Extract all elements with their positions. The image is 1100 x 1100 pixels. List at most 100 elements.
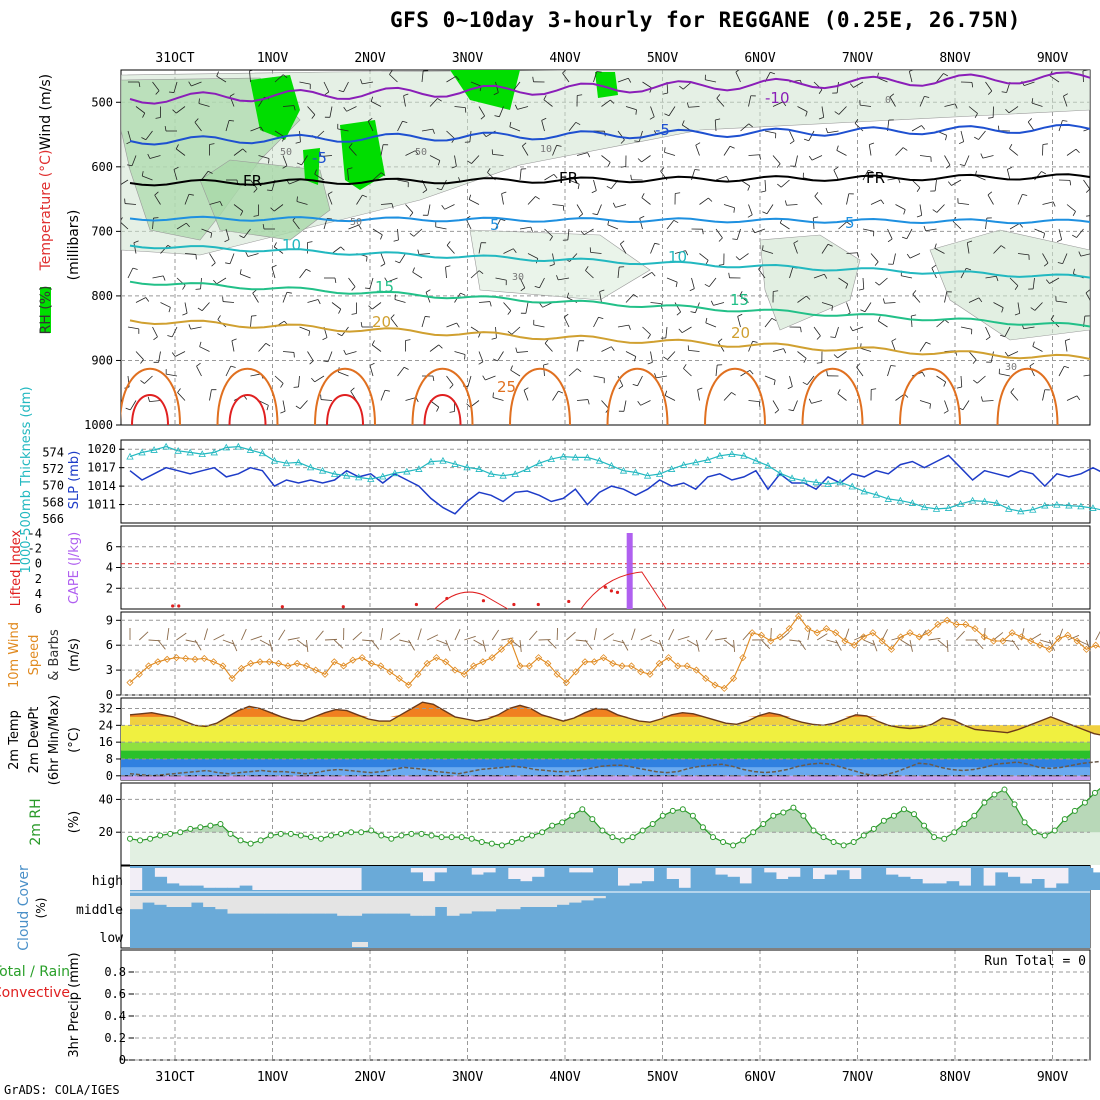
wind-speed-point: [302, 662, 310, 670]
thickness-point: [595, 456, 604, 464]
wind-barb: [739, 295, 749, 303]
thickness-tick-label: 570: [42, 479, 64, 493]
wind-barb-flag: [282, 165, 288, 169]
wind-barb-flag: [384, 389, 390, 392]
wind-barb: [1009, 277, 1019, 286]
wind-barb: [911, 179, 921, 188]
wind-speed-point: [154, 658, 162, 666]
wind-barb-flag: [649, 116, 655, 120]
wind-barb-flag: [875, 281, 880, 286]
wind-barb-flag: [455, 76, 460, 81]
wind-barb: [397, 366, 405, 377]
thickness-point: [1029, 505, 1037, 513]
wind-barb: [337, 128, 349, 132]
cloud-high-bar: [775, 879, 789, 890]
wind-speed-point: [1027, 637, 1035, 645]
wind-barb-flag: [270, 207, 275, 212]
cloud-high-bar: [715, 874, 728, 890]
wind-speed-point: [841, 637, 849, 645]
wind-barb: [225, 228, 230, 240]
wind-barb: [421, 71, 424, 83]
wind-speed-point: [1064, 631, 1072, 639]
rh-point: [348, 829, 355, 836]
wind-barb: [641, 155, 651, 163]
wind-barb: [982, 400, 994, 402]
cloud-mid-bar: [410, 896, 423, 916]
wind-barb-flag: [783, 348, 787, 354]
cloud-mid-bar: [300, 896, 314, 914]
li-point: [609, 589, 614, 593]
wind-barb: [1008, 106, 1019, 114]
wind-barb: [1064, 340, 1068, 352]
rh-point: [287, 830, 294, 837]
wind-barb-flag: [510, 365, 513, 371]
wind-barb: [135, 297, 146, 303]
wind-speed-point: [247, 659, 255, 668]
rh-point: [398, 832, 405, 839]
wind-barb: [149, 400, 161, 403]
thickness-point: [884, 495, 893, 502]
wind-barb: [138, 631, 149, 641]
isotherm-25-loop: [411, 367, 474, 425]
wind-barb: [794, 155, 798, 167]
cloud-mid-bar: [142, 896, 155, 903]
date-axes: 31OCT31OCT1NOV1NOV2NOV2NOV3NOV3NOV4NOV4N…: [155, 51, 1068, 1085]
wind-barb: [176, 222, 187, 230]
wind-barb-flag: [509, 121, 512, 127]
wind-barb-flag: [1072, 234, 1077, 238]
wind-barb-flag: [211, 262, 216, 267]
thickness-point: [607, 461, 616, 469]
wind-barb-flag: [916, 187, 921, 193]
wind-barb: [982, 155, 994, 159]
thickness-point: [956, 500, 965, 507]
grads-credit: GrADS: COLA/IGES: [4, 1083, 120, 1097]
wind-barb: [772, 155, 781, 165]
wind-barb-flag: [577, 94, 583, 96]
cloud-high-bar: [495, 868, 509, 890]
wind-barb: [1058, 228, 1063, 240]
wind-barb-flag: [747, 214, 753, 218]
wind-barb-flag: [368, 305, 373, 310]
thickness-point: [463, 463, 471, 471]
wind-barb: [196, 366, 202, 377]
wind-barb: [1017, 253, 1029, 256]
wind-barb: [1049, 75, 1060, 83]
wind-barb-flag: [728, 272, 730, 278]
isotherm-25-loop: [121, 367, 181, 425]
cloud-high-bar: [1080, 868, 1094, 890]
wind-barb-flag: [788, 409, 794, 412]
wind-barb-flag: [1072, 211, 1076, 216]
wind-barb-flag: [912, 290, 917, 295]
wind-barb-flag: [558, 390, 564, 394]
wind-barb: [723, 146, 731, 156]
rh-point: [277, 830, 284, 837]
cloud-mid-bar: [556, 896, 570, 905]
isotherm-label: 20: [731, 324, 750, 342]
wind-barb-flag: [217, 315, 221, 320]
isotherm-label: 5: [490, 216, 500, 234]
cloud-mid-bar: [446, 896, 460, 916]
cloud-mid-bar: [434, 896, 448, 907]
rh-point: [911, 811, 918, 818]
wind-barb: [599, 291, 602, 303]
wind-barb: [688, 349, 700, 352]
wind-barb: [250, 635, 263, 641]
wind-barb-flag: [718, 338, 723, 343]
wind-barb-flag: [338, 308, 342, 314]
wind-barb-flag: [985, 336, 991, 341]
rh-point: [488, 840, 495, 847]
wind-barb: [1034, 302, 1043, 311]
rh-point: [629, 834, 636, 841]
wind-barb: [846, 193, 850, 205]
wind-barb: [974, 639, 984, 650]
wind-barb-flag: [591, 190, 597, 194]
cloud-high-bar: [166, 883, 180, 890]
wind-barb-flag: [280, 410, 286, 414]
wind-barb-flag: [606, 185, 612, 190]
wind-barb: [278, 629, 286, 641]
wind-barb: [166, 373, 178, 377]
rh-point: [458, 834, 465, 841]
wind-barb: [960, 268, 967, 279]
wind-barb: [1076, 639, 1089, 646]
cloud-mid-bar: [251, 896, 265, 914]
